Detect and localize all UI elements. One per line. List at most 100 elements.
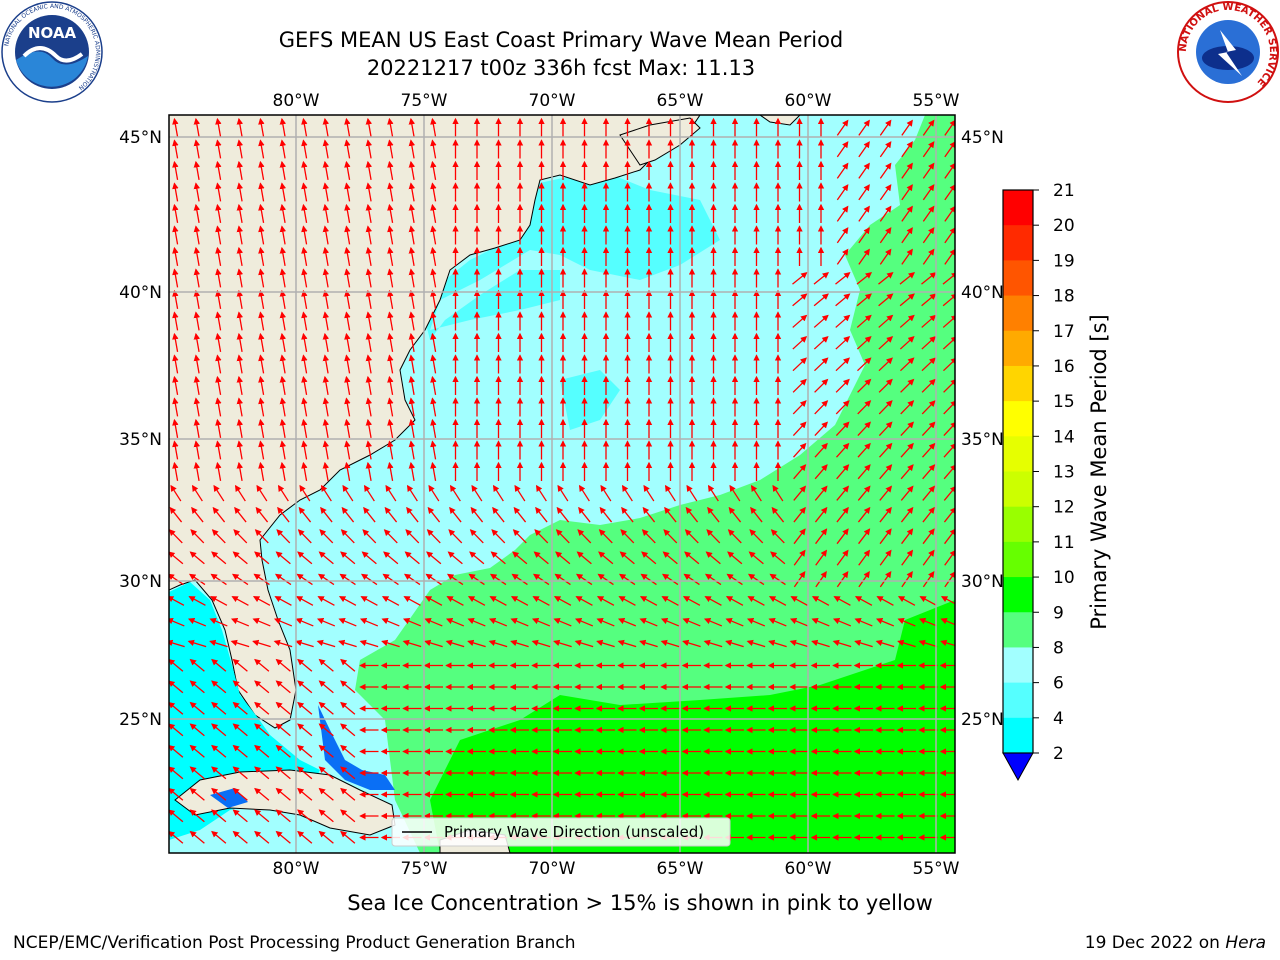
wave-arrow xyxy=(322,397,330,417)
wave-arrow xyxy=(322,461,330,481)
wave-arrow xyxy=(169,506,183,523)
wave-arrow xyxy=(211,744,227,758)
wave-arrow xyxy=(492,484,504,502)
wave-arrow xyxy=(858,528,871,545)
wave-arrow xyxy=(254,787,270,801)
wave-arrow xyxy=(231,596,249,606)
wave-arrow xyxy=(575,596,593,606)
wave-arrow xyxy=(879,571,892,588)
wave-arrow xyxy=(236,225,244,245)
wave-arrow xyxy=(511,573,528,586)
wave-arrow xyxy=(875,618,895,627)
wave-arrow xyxy=(469,551,485,565)
wave-arrow xyxy=(768,618,787,627)
wave-arrow xyxy=(340,680,356,694)
wave-arrow xyxy=(320,484,332,502)
lat-labels-right: 45°N 40°N 35°N 30°N 25°N xyxy=(961,128,1004,730)
lon-tick-label: 80°W xyxy=(273,91,320,111)
wave-arrow xyxy=(876,596,894,606)
wave-arrow xyxy=(297,680,313,694)
wave-arrow xyxy=(919,596,937,606)
wave-arrow xyxy=(445,639,465,648)
wave-arrow xyxy=(836,205,849,222)
wave-arrow xyxy=(172,225,179,245)
wave-arrow xyxy=(279,418,287,438)
wave-arrow xyxy=(172,397,179,417)
wave-arrow xyxy=(279,289,287,309)
wave-arrow xyxy=(387,311,394,331)
wave-arrow xyxy=(301,182,308,202)
wave-arrow xyxy=(322,289,330,309)
graticule xyxy=(169,115,955,853)
wave-arrow xyxy=(449,506,462,523)
wave-arrow xyxy=(596,639,615,648)
wave-arrow xyxy=(344,225,351,245)
wave-arrow xyxy=(857,464,871,480)
wave-arrow xyxy=(189,658,205,672)
wave-arrow xyxy=(172,139,179,159)
wave-arrow xyxy=(643,484,655,502)
wave-arrow xyxy=(322,182,330,202)
arrow-legend: Primary Wave Direction (unscaled) xyxy=(391,817,731,847)
noaa-wordmark: NOAA xyxy=(28,24,77,42)
wave-arrow xyxy=(858,227,870,244)
wave-arrow xyxy=(279,160,287,180)
lat-tick-label: 25°N xyxy=(961,710,1004,730)
wave-arrow xyxy=(428,484,440,502)
wave-arrow xyxy=(254,680,270,694)
wave-arrow xyxy=(901,549,914,566)
wave-arrow xyxy=(488,639,508,648)
wave-arrow xyxy=(254,809,270,823)
wave-arrow xyxy=(236,268,244,288)
wave-arrow xyxy=(879,485,893,501)
wave-arrow xyxy=(365,160,373,180)
wave-arrow xyxy=(728,506,742,523)
wave-arrow xyxy=(170,484,182,502)
wave-arrow xyxy=(943,421,955,437)
wave-arrow xyxy=(426,551,442,565)
wave-arrow xyxy=(275,723,291,737)
wave-arrow xyxy=(359,639,379,648)
wave-arrow xyxy=(900,506,914,523)
wave-arrow xyxy=(318,809,334,823)
wave-arrow xyxy=(854,596,873,606)
period-10-11-region xyxy=(430,600,955,853)
wave-arrow xyxy=(793,528,806,545)
colorbar-tick-label: 17 xyxy=(1053,322,1075,342)
wave-arrow xyxy=(254,658,270,672)
wave-arrow xyxy=(811,596,830,606)
wave-arrow xyxy=(215,397,222,417)
wave-arrow xyxy=(339,573,356,586)
lat-tick-label: 35°N xyxy=(961,430,1004,450)
wave-arrow xyxy=(639,639,658,648)
wave-arrow xyxy=(361,551,377,565)
wave-arrow xyxy=(897,618,916,627)
colorbar-tick-label: 20 xyxy=(1053,216,1075,236)
wave-arrow xyxy=(322,311,330,331)
wave-arrow xyxy=(531,618,551,627)
wave-arrow xyxy=(258,139,265,159)
wave-arrow xyxy=(533,551,549,565)
wave-arrow xyxy=(857,378,872,393)
wave-arrow xyxy=(553,639,572,648)
wave-arrow xyxy=(836,442,850,458)
colorbar-segment xyxy=(1003,471,1033,508)
wave-arrow xyxy=(215,246,222,266)
period-6-8-coastal xyxy=(420,170,720,340)
wave-arrow xyxy=(922,549,935,566)
wave-arrow xyxy=(295,639,314,648)
wave-arrow xyxy=(301,268,308,288)
wave-arrow xyxy=(344,397,351,417)
wave-arrow xyxy=(189,723,205,737)
wave-arrow xyxy=(469,529,484,544)
wave-arrow xyxy=(236,418,244,438)
wave-arrow xyxy=(344,203,351,223)
wave-arrow xyxy=(234,506,247,523)
wave-arrow xyxy=(836,162,849,179)
wave-arrow xyxy=(338,639,357,648)
wave-arrow xyxy=(510,639,529,648)
wave-arrow xyxy=(445,618,465,627)
wave-arrow xyxy=(790,596,808,606)
wave-arrow xyxy=(729,484,741,502)
lat-tick-label: 25°N xyxy=(119,710,162,730)
